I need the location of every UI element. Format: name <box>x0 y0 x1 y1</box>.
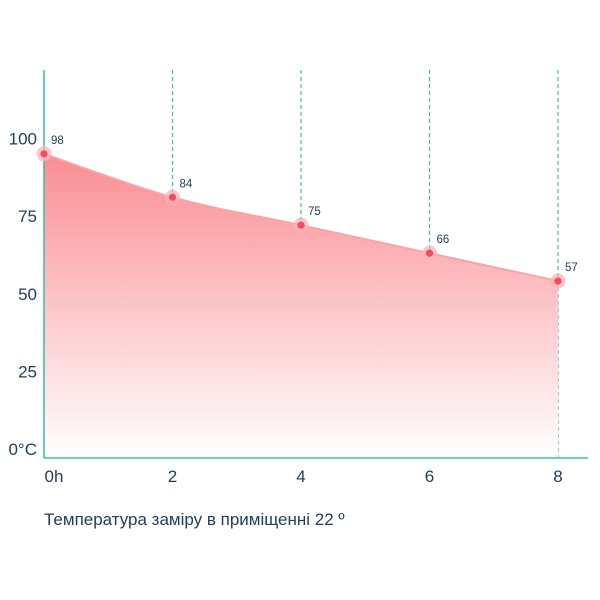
y-tick-label-3: 75 <box>18 207 37 226</box>
chart-caption: Температура заміру в приміщенні 22 º <box>44 510 345 529</box>
data-point-4 <box>554 277 562 285</box>
data-point-1 <box>168 193 177 201</box>
x-tick-label-2: 4 <box>296 467 305 486</box>
y-tick-label-0: 0°C <box>8 440 37 459</box>
y-axis-ticks: 0°C 25 50 75 100 <box>8 130 37 459</box>
x-tick-label-0: 0h <box>45 467 64 486</box>
x-tick-label-4: 8 <box>553 467 562 486</box>
data-label-4: 57 <box>565 262 578 274</box>
data-label-1: 84 <box>180 178 193 190</box>
data-point-0 <box>40 150 48 158</box>
data-point-2 <box>297 221 305 229</box>
data-point-3 <box>425 249 434 257</box>
axes <box>43 70 588 459</box>
data-label-3: 66 <box>437 234 450 246</box>
data-label-0: 98 <box>51 135 64 147</box>
temperature-area <box>44 153 558 459</box>
x-tick-label-3: 6 <box>425 467 434 486</box>
y-tick-label-4: 100 <box>9 130 37 149</box>
data-label-2: 75 <box>308 206 321 218</box>
y-tick-label-2: 50 <box>18 285 37 304</box>
y-tick-label-1: 25 <box>18 362 37 381</box>
data-labels: 98 84 75 66 57 <box>51 135 578 274</box>
x-axis-ticks: 0h 2 4 6 8 <box>45 467 563 486</box>
data-points <box>36 146 566 289</box>
x-tick-label-1: 2 <box>168 467 177 486</box>
